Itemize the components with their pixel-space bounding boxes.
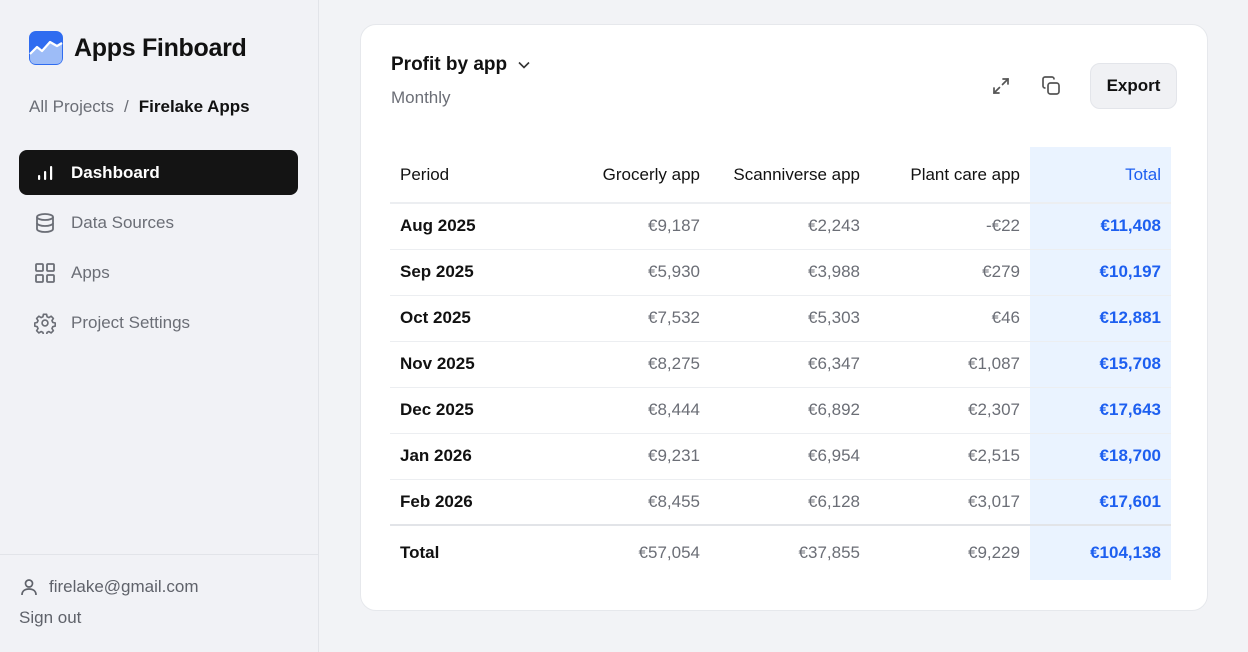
cell-total: €17,601 <box>1030 479 1171 526</box>
card-subtitle: Monthly <box>391 88 451 107</box>
column-header-plant-care[interactable]: Plant care app <box>870 147 1030 204</box>
cell-grocerly: €7,532 <box>562 295 710 342</box>
user-email: firelake@gmail.com <box>49 577 199 596</box>
gear-icon <box>34 312 56 334</box>
card-actions: Export <box>990 63 1177 109</box>
cell-total: €17,643 <box>1030 387 1171 434</box>
cell-scanniverse: €2,243 <box>710 203 870 250</box>
cell-period: Dec 2025 <box>390 387 562 434</box>
table-row: Dec 2025 €8,444 €6,892 €2,307 €17,643 <box>390 387 1171 434</box>
cell-grocerly: €5,930 <box>562 249 710 296</box>
table-row: Aug 2025 €9,187 €2,243 -€22 €11,408 <box>390 203 1171 250</box>
table-total-row: Total €57,054 €37,855 €9,229 €104,138 <box>390 525 1171 580</box>
logo-icon <box>29 31 63 65</box>
export-button[interactable]: Export <box>1090 63 1177 109</box>
cell-period: Feb 2026 <box>390 479 562 526</box>
profit-table-container: Period Grocerly app Scanniverse app Plan… <box>390 147 1171 580</box>
cell-period: Oct 2025 <box>390 295 562 342</box>
breadcrumb-separator: / <box>124 97 129 116</box>
cell-plant-care: €2,515 <box>870 433 1030 480</box>
sidebar-footer: firelake@gmail.com Sign out <box>0 554 319 652</box>
cell-grocerly: €8,275 <box>562 341 710 388</box>
brand[interactable]: Apps Finboard <box>28 30 247 66</box>
cell-grocerly: €8,444 <box>562 387 710 434</box>
cell-plant-care: €279 <box>870 249 1030 296</box>
breadcrumb: All Projects / Firelake Apps <box>29 97 250 117</box>
cell-scanniverse: €6,892 <box>710 387 870 434</box>
column-header-scanniverse[interactable]: Scanniverse app <box>710 147 870 204</box>
sidebar-item-label: Data Sources <box>71 212 174 232</box>
breadcrumb-current-project: Firelake Apps <box>138 97 250 116</box>
total-plant-care: €9,229 <box>968 543 1020 562</box>
sidebar-item-label: Dashboard <box>71 162 160 182</box>
column-header-grocerly[interactable]: Grocerly app <box>562 147 710 204</box>
cell-total: €10,197 <box>1030 249 1171 296</box>
cell-grocerly: €9,231 <box>562 433 710 480</box>
expand-icon <box>993 78 1009 94</box>
sidebar-item-label: Project Settings <box>71 312 191 332</box>
sidebar-item-data-sources[interactable]: Data Sources <box>19 200 298 245</box>
column-header-total[interactable]: Total <box>1030 147 1171 204</box>
cell-period: Nov 2025 <box>390 341 562 388</box>
total-scanniverse: €37,855 <box>798 543 860 562</box>
expand-button[interactable] <box>990 75 1012 97</box>
table-row: Sep 2025 €5,930 €3,988 €279 €10,197 <box>390 249 1171 296</box>
copy-icon <box>1042 76 1060 95</box>
cell-plant-care: €1,087 <box>870 341 1030 388</box>
user-info: firelake@gmail.com <box>19 577 199 597</box>
cell-total: €18,700 <box>1030 433 1171 480</box>
profit-card: Profit by app Monthly Export Period Groc… <box>360 24 1208 611</box>
bar-chart-icon <box>34 162 56 184</box>
card-title: Profit by app <box>391 54 508 75</box>
cell-period: Sep 2025 <box>390 249 562 296</box>
sidebar-item-dashboard[interactable]: Dashboard <box>19 150 298 195</box>
cell-plant-care: €3,017 <box>870 479 1030 526</box>
database-icon <box>34 212 56 234</box>
sidebar-item-project-settings[interactable]: Project Settings <box>19 300 298 345</box>
cell-period: Aug 2025 <box>390 203 562 250</box>
sidebar: Apps Finboard All Projects / Firelake Ap… <box>0 0 319 652</box>
sign-out-link[interactable]: Sign out <box>19 608 82 627</box>
cell-scanniverse: €5,303 <box>710 295 870 342</box>
cell-grocerly: €8,455 <box>562 479 710 526</box>
sidebar-item-apps[interactable]: Apps <box>19 250 298 295</box>
sidebar-nav: Dashboard Data Sources Apps Project Sett… <box>19 150 298 350</box>
table-header-row: Period Grocerly app Scanniverse app Plan… <box>390 147 1171 204</box>
table-row: Feb 2026 €8,455 €6,128 €3,017 €17,601 <box>390 479 1171 526</box>
cell-total: €11,408 <box>1030 203 1171 250</box>
cell-total: €15,708 <box>1030 341 1171 388</box>
cell-grocerly: €9,187 <box>562 203 710 250</box>
cell-total: €12,881 <box>1030 295 1171 342</box>
table-row: Nov 2025 €8,275 €6,347 €1,087 €15,708 <box>390 341 1171 388</box>
copy-button[interactable] <box>1040 75 1062 97</box>
table-row: Jan 2026 €9,231 €6,954 €2,515 €18,700 <box>390 433 1171 480</box>
grid-icon <box>34 262 56 284</box>
total-grocerly: €57,054 <box>638 543 700 562</box>
report-selector[interactable]: Profit by app <box>391 54 531 76</box>
cell-scanniverse: €6,128 <box>710 479 870 526</box>
cell-plant-care: €2,307 <box>870 387 1030 434</box>
cell-scanniverse: €6,954 <box>710 433 870 480</box>
grand-total: €104,138 <box>1030 525 1171 580</box>
sidebar-item-label: Apps <box>71 262 110 282</box>
table-row: Oct 2025 €7,532 €5,303 €46 €12,881 <box>390 295 1171 342</box>
cell-scanniverse: €6,347 <box>710 341 870 388</box>
chevron-down-icon <box>518 61 530 69</box>
breadcrumb-all-projects[interactable]: All Projects <box>29 97 115 116</box>
total-label: Total <box>400 543 440 562</box>
column-header-period[interactable]: Period <box>390 147 562 204</box>
cell-scanniverse: €3,988 <box>710 249 870 296</box>
cell-period: Jan 2026 <box>390 433 562 480</box>
user-icon <box>21 579 37 596</box>
cell-plant-care: -€22 <box>870 203 1030 250</box>
cell-plant-care: €46 <box>870 295 1030 342</box>
app-name: Apps Finboard <box>74 33 247 62</box>
profit-table: Period Grocerly app Scanniverse app Plan… <box>390 147 1171 580</box>
